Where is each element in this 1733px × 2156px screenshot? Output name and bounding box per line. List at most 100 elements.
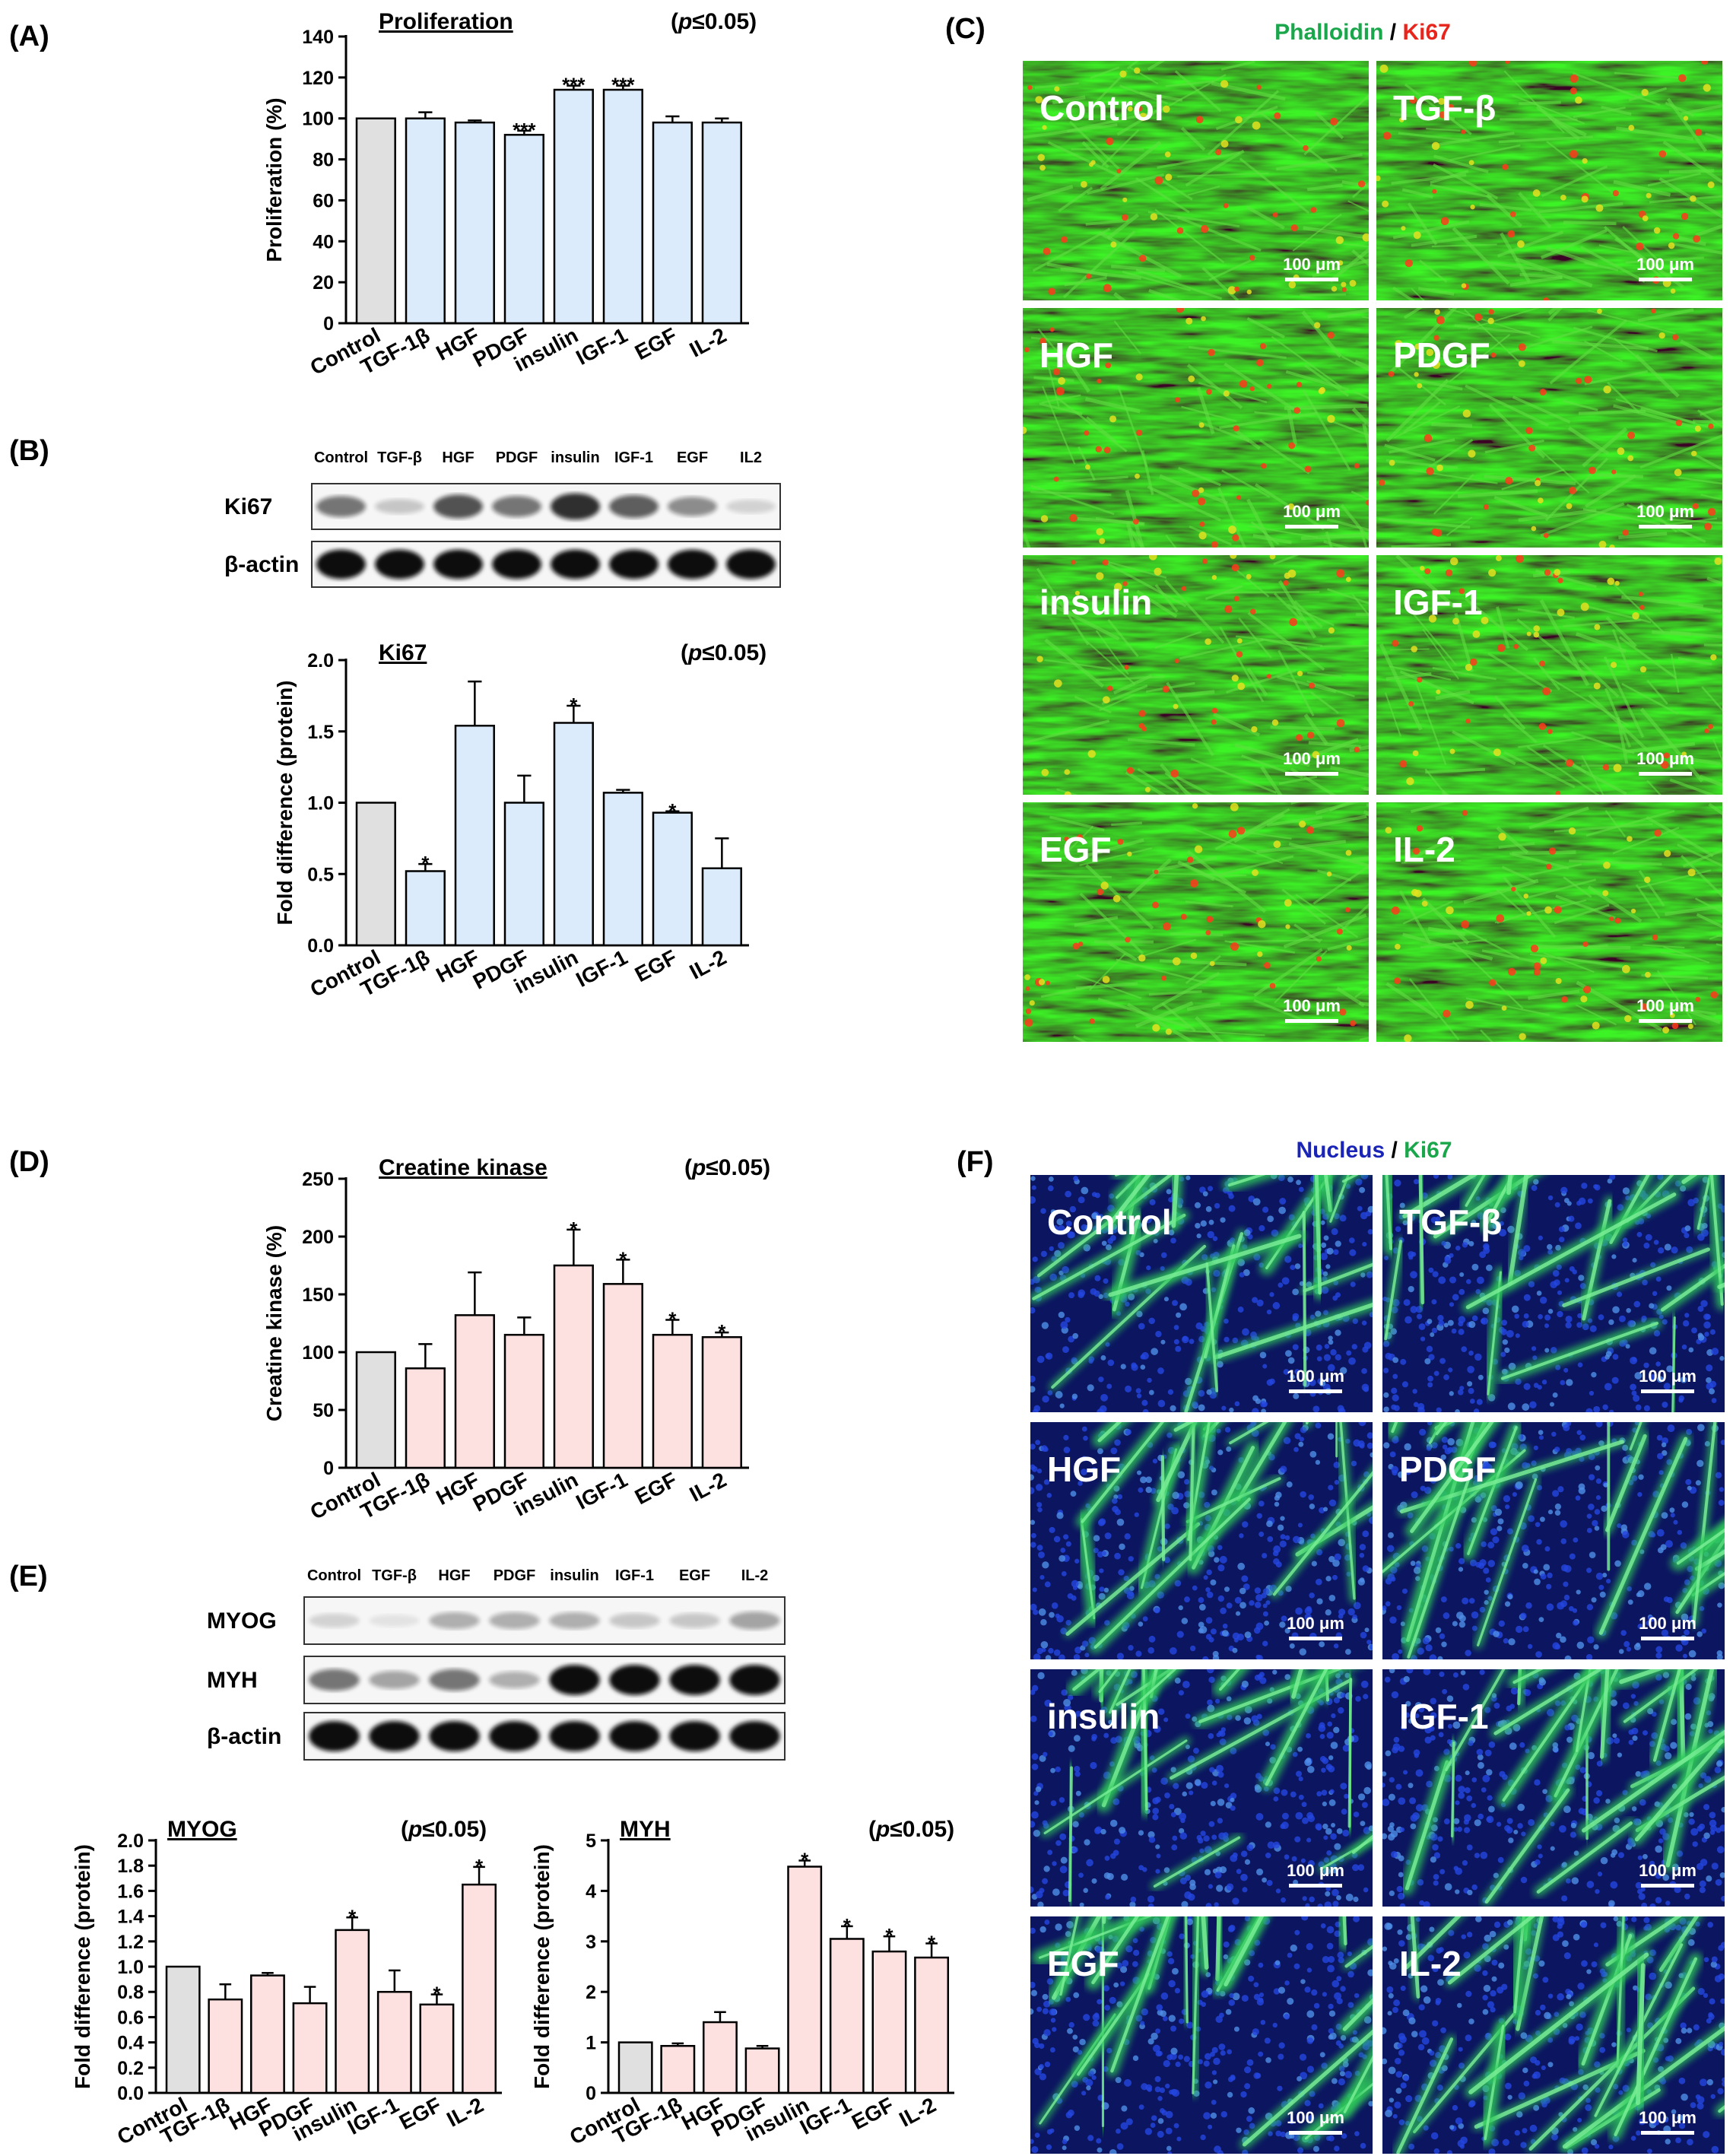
y-tick-label: 4 xyxy=(586,1881,596,1902)
scale-bar xyxy=(1285,278,1338,281)
micrograph-tile-insulin: insulin 100 μm xyxy=(1030,1669,1373,1907)
scale-bar xyxy=(1289,1637,1342,1640)
western-blot-b: Control TGF-β HGF PDGF insulin IGF-1 EGF IL2 Ki6… xyxy=(224,449,781,588)
x-category-label: IL-2 xyxy=(686,1468,731,1507)
y-tick-label: 0.0 xyxy=(307,935,334,957)
bar-PDGF xyxy=(744,2047,780,2094)
blot-band xyxy=(316,496,366,517)
blot-band xyxy=(726,500,776,513)
y-tick-label: 100 xyxy=(302,109,334,130)
chart-b-ki67: Ki67 (p≤0.05) 0.0 0.5 1.0 1.5 2.0 Fold differen… xyxy=(273,640,767,1002)
blot-lane-label: insulin xyxy=(550,1567,598,1584)
micrograph-tile-TGF-β: TGF-β 100 μm xyxy=(1376,61,1722,300)
blot-band xyxy=(309,1721,360,1751)
blot-lane-label: Control xyxy=(307,1567,361,1584)
chart-d-creatine-kinase: Creatine kinase (p≤0.05) 0 50 100 150 200 250 Cr… xyxy=(262,1155,770,1524)
blot-band xyxy=(609,1721,660,1751)
blot-lane-label: EGF xyxy=(679,1567,710,1584)
significance-star: * xyxy=(421,852,430,875)
blot-band xyxy=(669,1721,720,1751)
bar-Control xyxy=(355,1351,396,1469)
micrograph-label: Control xyxy=(1039,88,1164,128)
scale-bar-label: 100 μm xyxy=(1287,1861,1344,1880)
bar-IGF-1 xyxy=(602,88,643,325)
scale-bar xyxy=(1641,1884,1694,1888)
y-tick-label: 1.8 xyxy=(117,1856,144,1877)
scale-bar-label: 100 μm xyxy=(1287,2108,1344,2127)
blot-band xyxy=(309,1613,360,1628)
blot-row-label: MYOG xyxy=(207,1608,277,1634)
bar-insulin xyxy=(335,1929,370,2094)
blot-band xyxy=(489,1671,540,1689)
bar-IGF-1 xyxy=(602,1283,643,1469)
y-axis-label: Fold difference (protein) xyxy=(530,1844,554,2089)
x-category-label: EGF xyxy=(631,945,681,986)
micrograph-tile-Control: Control 100 μm xyxy=(1030,1175,1373,1412)
blot-row-label: MYH xyxy=(207,1668,258,1693)
blot-lane-label: IL2 xyxy=(740,449,762,466)
significance-note: (p≤0.05) xyxy=(681,640,767,665)
blot-band xyxy=(609,1613,660,1628)
bar-insulin xyxy=(553,88,594,325)
stain-legend: Phalloidin / Ki67 xyxy=(1274,20,1451,45)
y-tick-label: 200 xyxy=(302,1227,334,1248)
scale-bar xyxy=(1639,1019,1692,1023)
chart-title: MYOG xyxy=(167,1817,237,1842)
blot-band xyxy=(369,1614,420,1627)
scale-bar-label: 100 μm xyxy=(1283,502,1341,521)
micrograph-label: EGF xyxy=(1047,1944,1119,1983)
micrograph-label: IGF-1 xyxy=(1393,583,1483,622)
blot-lane-label: Control xyxy=(314,449,368,466)
scale-bar-label: 100 μm xyxy=(1283,749,1341,768)
y-tick-label: 20 xyxy=(313,272,334,294)
y-tick-label: 5 xyxy=(586,1831,596,1852)
significance-star: * xyxy=(570,694,578,716)
micrograph-label: HGF xyxy=(1047,1450,1121,1489)
bar-IL-2 xyxy=(462,1883,497,2094)
bar-HGF xyxy=(250,1974,285,2094)
scale-bar-label: 100 μm xyxy=(1636,749,1694,768)
micrograph-label: PDGF xyxy=(1399,1450,1497,1489)
blot-band xyxy=(668,497,717,516)
x-category-label: IL-2 xyxy=(686,323,731,362)
significance-star: * xyxy=(475,1855,484,1878)
bar-PDGF xyxy=(503,802,544,947)
x-category-label: IGF-1 xyxy=(572,945,631,992)
bar-PDGF xyxy=(503,1333,544,1469)
panel-letter-c: (C) xyxy=(945,13,986,45)
chart-e-myog: MYOG (p≤0.05) 0.0 0.2 0.4 0.6 0.8 1.0 1.2 1.4 1.6 1… xyxy=(71,1817,502,2149)
x-category-label: IGF-1 xyxy=(572,1468,631,1514)
blot-band xyxy=(551,493,600,520)
scale-bar-label: 100 μm xyxy=(1287,1367,1344,1386)
blot-band xyxy=(492,549,541,579)
bar-TGF-1β xyxy=(208,1998,243,2094)
blot-band xyxy=(726,549,776,579)
bar-HGF xyxy=(454,121,495,325)
blot-band xyxy=(549,1611,600,1630)
y-tick-label: 2.0 xyxy=(117,1831,144,1852)
bar-IL-2 xyxy=(701,867,742,947)
panel-letter-f: (F) xyxy=(957,1146,994,1178)
chart-title: Ki67 xyxy=(379,640,427,665)
bar-TGF-1β xyxy=(405,117,446,325)
micrograph-tile-PDGF: PDGF 100 μm xyxy=(1376,308,1722,548)
y-tick-label: 1.5 xyxy=(307,722,334,743)
blot-band xyxy=(668,549,717,579)
significance-star: *** xyxy=(562,74,586,97)
scale-bar-label: 100 μm xyxy=(1639,1614,1696,1633)
micrograph-label: insulin xyxy=(1039,583,1152,622)
significance-star: *** xyxy=(513,119,536,141)
panel-letter-b: (B) xyxy=(9,435,49,467)
blot-band xyxy=(549,1665,600,1695)
micrograph-tile-EGF: EGF 100 μm xyxy=(1030,1916,1373,2154)
bar-IGF-1 xyxy=(602,792,643,947)
micrograph-label: insulin xyxy=(1047,1697,1160,1736)
micrograph-tile-IGF-1: IGF-1 100 μm xyxy=(1376,555,1722,795)
x-category-label: EGF xyxy=(631,323,681,364)
scale-bar xyxy=(1289,1389,1342,1393)
blot-band xyxy=(609,549,659,579)
x-category-label: IL-2 xyxy=(895,2093,940,2132)
bar-HGF xyxy=(454,1314,495,1469)
chart-title: Creatine kinase xyxy=(379,1155,548,1180)
x-category-label: EGF xyxy=(631,1468,681,1509)
